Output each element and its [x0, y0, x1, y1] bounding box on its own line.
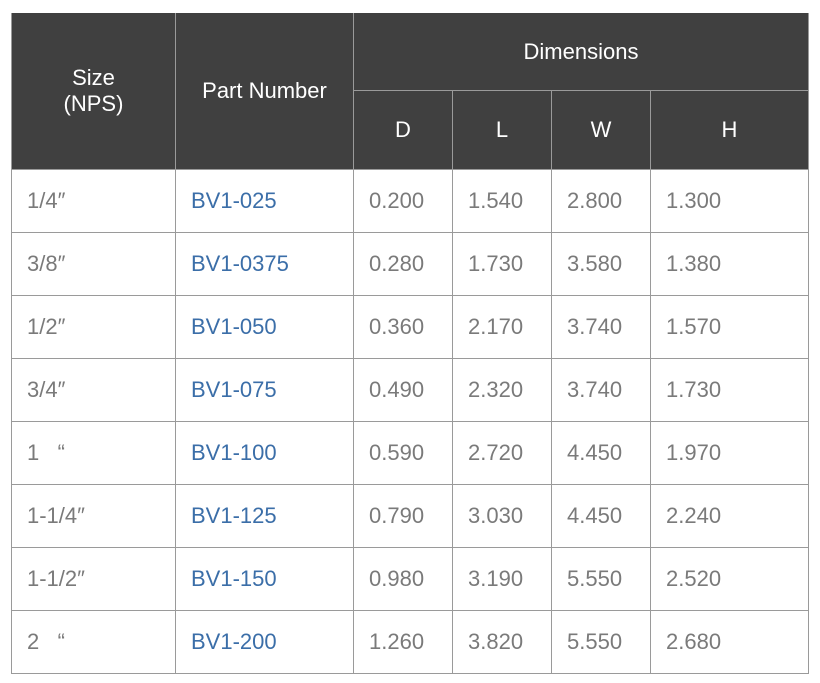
dimension-cell: 0.590: [353, 421, 453, 485]
dimension-cell: 4.450: [551, 421, 651, 485]
part-number-cell: BV1-200: [175, 610, 354, 674]
dimension-cell: 3.190: [452, 547, 552, 611]
dimension-cell: 3.820: [452, 610, 552, 674]
dimension-cell: 0.980: [353, 547, 453, 611]
size-cell: 1-1/4″: [11, 484, 176, 548]
size-cell: 1-1/2″: [11, 547, 176, 611]
size-cell: 1/4″: [11, 169, 176, 233]
dimension-cell: 1.730: [452, 232, 552, 296]
dimension-cell: 0.200: [353, 169, 453, 233]
part-number-cell: BV1-125: [175, 484, 354, 548]
dimension-cell: 2.170: [452, 295, 552, 359]
dimension-cell: 3.580: [551, 232, 651, 296]
dimension-cell: 0.360: [353, 295, 453, 359]
table-row: 1-1/4″ BV1-125 0.790 3.030 4.450 2.240: [11, 484, 809, 548]
dimension-cell: 2.320: [452, 358, 552, 422]
dimension-cell: 5.550: [551, 547, 651, 611]
table-row: 1-1/2″ BV1-150 0.980 3.190 5.550 2.520: [11, 547, 809, 611]
dimension-cell: 3.740: [551, 358, 651, 422]
table-row: 1 “BV1-100 0.590 2.720 4.450 1.970: [11, 421, 809, 485]
table-row: 3/8″ BV1-0375 0.280 1.730 3.580 1.380: [11, 232, 809, 296]
table-row: 2 “BV1-200 1.260 3.820 5.550 2.680: [11, 610, 809, 674]
table-row: 1/2″ BV1-050 0.360 2.170 3.740 1.570: [11, 295, 809, 359]
dimension-cell: 1.300: [650, 169, 809, 233]
part-number-cell: BV1-025: [175, 169, 354, 233]
table-row: 1/4″ BV1-025 0.200 1.540 2.800 1.300: [11, 169, 809, 233]
dimension-header: L: [452, 90, 552, 170]
dimension-cell: 3.030: [452, 484, 552, 548]
part-number-cell: BV1-100: [175, 421, 354, 485]
dimension-cell: 2.680: [650, 610, 809, 674]
dimension-cell: 1.570: [650, 295, 809, 359]
size-cell: 3/4″: [11, 358, 176, 422]
dimension-cell: 0.790: [353, 484, 453, 548]
dimension-cell: 2.720: [452, 421, 552, 485]
dimension-cell: 0.280: [353, 232, 453, 296]
dimension-cell: 3.740: [551, 295, 651, 359]
dimension-cell: 1.540: [452, 169, 552, 233]
size-cell: 2 “: [11, 610, 176, 674]
table-row: 3/4″ BV1-075 0.490 2.320 3.740 1.730: [11, 358, 809, 422]
size-cell: 1/2″: [11, 295, 176, 359]
dimension-header: D: [353, 90, 453, 170]
dimension-header: H: [650, 90, 809, 170]
size-header: Size (NPS): [11, 13, 176, 170]
part-number-cell: BV1-0375: [175, 232, 354, 296]
dimension-cell: 2.800: [551, 169, 651, 233]
dimension-cell: 1.730: [650, 358, 809, 422]
part-number-cell: BV1-075: [175, 358, 354, 422]
size-cell: 1 “: [11, 421, 176, 485]
dimensions-header: Dimensions: [353, 13, 809, 91]
dimension-cell: 4.450: [551, 484, 651, 548]
part-number-cell: BV1-150: [175, 547, 354, 611]
dimension-cell: 0.490: [353, 358, 453, 422]
dimension-cell: 2.240: [650, 484, 809, 548]
size-cell: 3/8″: [11, 232, 176, 296]
dimension-cell: 2.520: [650, 547, 809, 611]
dimension-cell: 1.380: [650, 232, 809, 296]
dimension-cell: 1.260: [353, 610, 453, 674]
dimension-cell: 5.550: [551, 610, 651, 674]
part-number-header: Part Number: [175, 13, 354, 170]
dimension-header: W: [551, 90, 651, 170]
part-number-cell: BV1-050: [175, 295, 354, 359]
dimension-cell: 1.970: [650, 421, 809, 485]
